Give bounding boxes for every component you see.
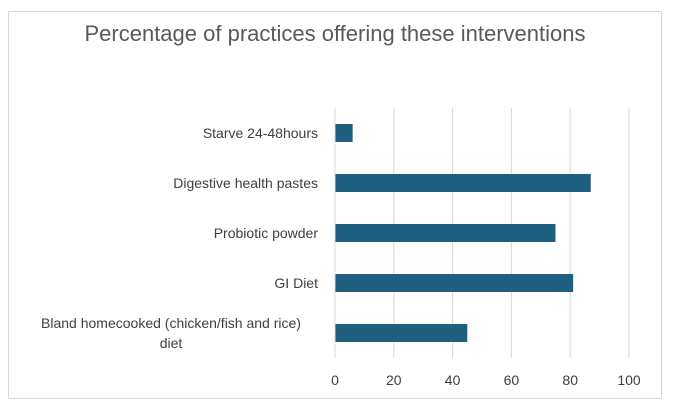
category-label: Starve 24-48hours: [203, 125, 318, 141]
category-label: Bland homecooked (chicken/fish and rice): [41, 315, 301, 331]
bar: [335, 324, 468, 342]
x-tick-label: 80: [562, 372, 578, 388]
bar: [335, 274, 574, 292]
category-label: Probiotic powder: [214, 225, 319, 241]
bar: [335, 224, 556, 242]
x-tick-label: 40: [445, 372, 461, 388]
bar: [335, 124, 353, 142]
bar: [335, 174, 591, 192]
x-tick-label: 60: [504, 372, 520, 388]
chart-title: Percentage of practices offering these i…: [84, 21, 586, 46]
x-tick-label: 20: [386, 372, 402, 388]
x-tick-label: 0: [331, 372, 339, 388]
category-label: diet: [160, 335, 183, 351]
category-label: GI Diet: [274, 275, 318, 291]
category-label: Digestive health pastes: [173, 175, 318, 191]
x-tick-label: 100: [617, 372, 641, 388]
